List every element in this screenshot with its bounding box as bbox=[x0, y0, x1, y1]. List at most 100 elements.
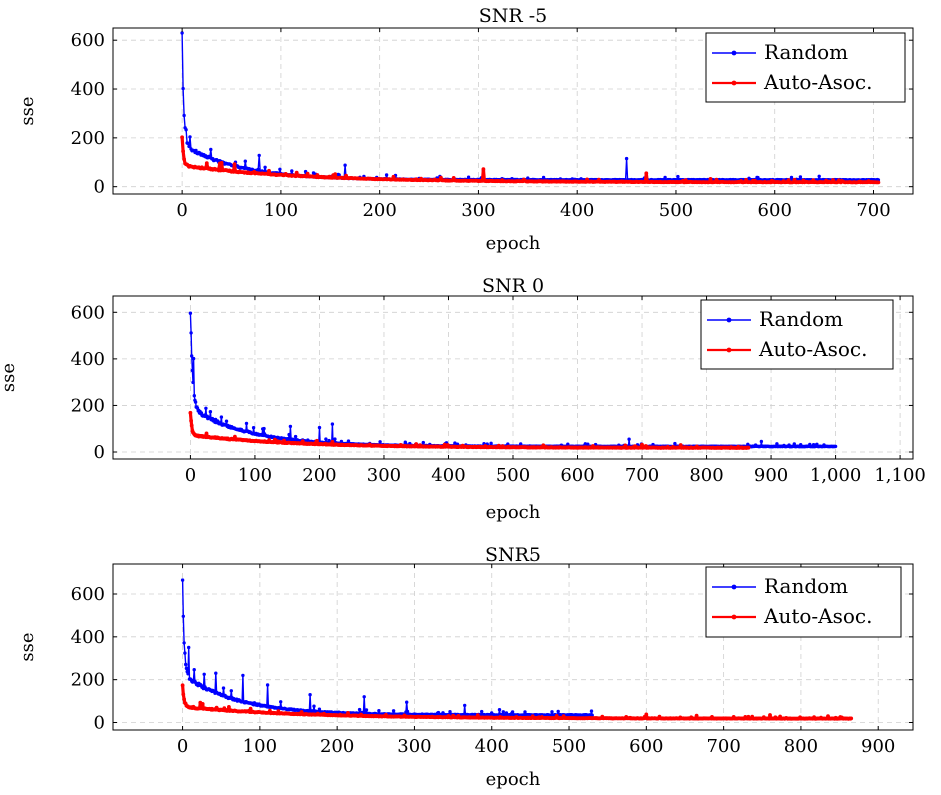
x-tick-label: 100 bbox=[243, 736, 277, 757]
legend-box bbox=[700, 299, 894, 370]
x-tick-label: 1,100 bbox=[874, 465, 926, 486]
data-point bbox=[644, 712, 649, 717]
data-point bbox=[241, 673, 245, 678]
data-point bbox=[202, 672, 206, 676]
data-point bbox=[333, 437, 337, 441]
data-point bbox=[227, 705, 231, 709]
x-tick-label: 900 bbox=[754, 465, 788, 486]
data-point bbox=[463, 703, 467, 708]
x-tick-label: 700 bbox=[625, 465, 659, 486]
data-point bbox=[624, 156, 629, 161]
y-tick-label: 200 bbox=[71, 128, 105, 149]
x-tick-label: 0 bbox=[177, 736, 188, 757]
data-point bbox=[251, 426, 256, 430]
data-point bbox=[768, 713, 772, 717]
data-point bbox=[308, 693, 312, 697]
data-point bbox=[187, 144, 191, 149]
data-point bbox=[184, 662, 188, 667]
data-point bbox=[694, 713, 699, 718]
data-point bbox=[267, 168, 271, 173]
y-tick-label: 600 bbox=[71, 30, 105, 51]
x-tick-label: 300 bbox=[461, 200, 495, 221]
x-tick-label: 400 bbox=[475, 736, 509, 757]
y-tick-label: 0 bbox=[94, 442, 105, 463]
data-point bbox=[288, 424, 293, 429]
x-tick-label: 900 bbox=[861, 736, 895, 757]
series-group bbox=[180, 578, 854, 721]
x-tick-label: 800 bbox=[784, 736, 818, 757]
data-point bbox=[200, 702, 205, 706]
y-tick-label: 600 bbox=[71, 584, 105, 605]
x-axis-label: epoch bbox=[486, 502, 541, 523]
data-point bbox=[232, 162, 237, 167]
chart-title: SNR 0 bbox=[482, 275, 544, 297]
data-point bbox=[330, 422, 335, 426]
data-point bbox=[333, 172, 338, 177]
data-point bbox=[186, 141, 190, 146]
x-tick-label: 0 bbox=[176, 200, 187, 221]
x-tick-label: 300 bbox=[367, 465, 401, 486]
data-point bbox=[182, 697, 187, 701]
x-axis-label: epoch bbox=[486, 233, 541, 254]
data-point bbox=[378, 440, 382, 444]
y-tick-label: 400 bbox=[71, 627, 105, 648]
data-point bbox=[759, 439, 764, 444]
data-point bbox=[676, 174, 680, 179]
data-point bbox=[362, 695, 366, 699]
x-tick-label: 500 bbox=[659, 200, 693, 221]
x-tick-label: 600 bbox=[629, 736, 663, 757]
data-point bbox=[377, 709, 381, 713]
y-axis-label: sse bbox=[17, 632, 38, 661]
x-tick-label: 700 bbox=[706, 736, 740, 757]
plot-frame bbox=[112, 27, 914, 195]
data-point bbox=[453, 441, 457, 445]
series-group bbox=[188, 311, 838, 450]
data-point bbox=[523, 710, 527, 714]
data-point bbox=[337, 173, 341, 177]
y-tick-label: 400 bbox=[71, 349, 105, 370]
data-point bbox=[190, 368, 195, 373]
y-tick-label: 200 bbox=[71, 670, 105, 691]
data-point bbox=[224, 419, 229, 423]
data-point bbox=[181, 149, 186, 154]
data-point bbox=[501, 710, 505, 714]
data-point bbox=[489, 441, 493, 445]
data-point bbox=[204, 431, 209, 436]
data-point bbox=[182, 113, 186, 118]
series-line-random bbox=[181, 580, 593, 716]
y-tick-label: 200 bbox=[71, 395, 105, 416]
data-point bbox=[243, 159, 247, 163]
data-point bbox=[663, 175, 667, 180]
x-tick-label: 400 bbox=[560, 200, 594, 221]
data-point bbox=[480, 709, 484, 714]
data-point bbox=[294, 170, 299, 175]
data-point bbox=[208, 410, 213, 414]
x-tick-label: 800 bbox=[689, 465, 723, 486]
data-point bbox=[849, 716, 854, 721]
data-point bbox=[391, 709, 396, 713]
data-point bbox=[315, 438, 319, 443]
legend-label: Random bbox=[764, 40, 848, 64]
x-tick-label: 0 bbox=[185, 465, 196, 486]
chart-title: SNR5 bbox=[485, 544, 541, 566]
data-point bbox=[180, 31, 184, 35]
series-markers bbox=[180, 683, 854, 721]
data-point bbox=[263, 165, 267, 169]
data-point bbox=[312, 704, 316, 708]
data-point bbox=[324, 437, 328, 441]
series-markers bbox=[188, 410, 751, 450]
x-tick-label: 600 bbox=[560, 465, 594, 486]
data-point bbox=[191, 380, 195, 385]
data-point bbox=[550, 710, 554, 714]
data-point bbox=[262, 426, 266, 431]
legend-label: Random bbox=[764, 574, 848, 598]
data-point bbox=[293, 434, 298, 439]
y-tick-label: 0 bbox=[94, 713, 105, 734]
legend-swatch-marker bbox=[731, 80, 737, 86]
data-point bbox=[265, 683, 270, 687]
data-point bbox=[180, 683, 185, 688]
y-tick-label: 400 bbox=[71, 79, 105, 100]
data-point bbox=[640, 442, 644, 447]
